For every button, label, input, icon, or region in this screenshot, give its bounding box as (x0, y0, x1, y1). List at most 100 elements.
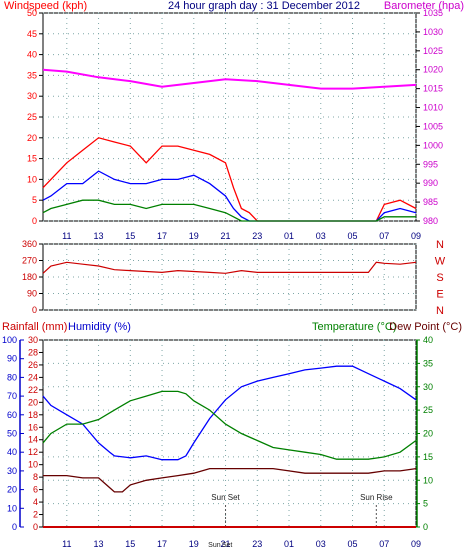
barometer-tick-label: 1000 (423, 140, 443, 150)
humidity-tick-label: 0 (12, 522, 17, 532)
humidity-tick-label: 10 (7, 503, 17, 513)
compass-label: E (436, 289, 443, 301)
windspeed-tick-label: 30 (27, 91, 37, 101)
wind-x-tick-label: 07 (379, 231, 389, 241)
barometer-tick-label: 995 (423, 159, 438, 169)
humidity-tick-label: 40 (7, 447, 17, 457)
direction-tick-label: 0 (32, 305, 37, 315)
barometer-tick-label: 990 (423, 178, 438, 188)
wind-series-average (42, 199, 416, 222)
wind-x-tick-label: 17 (157, 231, 167, 241)
rain-tick-label: 24 (28, 372, 38, 382)
windspeed-tick-label: 40 (27, 50, 37, 60)
humidity-tick-label: 50 (7, 429, 17, 439)
windspeed-axis-label: Windspeed (kph) (4, 0, 87, 12)
sun-label: Sun (208, 542, 221, 549)
humidity-tick-label: 90 (7, 354, 17, 364)
windspeed-tick-label: 15 (27, 154, 37, 164)
wind-x-tick-label: 13 (94, 231, 104, 241)
temp-x-tick-label: 17 (157, 539, 167, 549)
temp-tick-label: 5 (423, 499, 428, 509)
compass-label: N (436, 305, 444, 317)
wind-x-tick-label: 11 (62, 231, 71, 241)
temp-tick-label: 30 (423, 382, 433, 392)
rain-tick-label: 30 (28, 335, 38, 345)
barometer-tick-label: 1035 (423, 8, 443, 18)
rain-tick-label: 10 (28, 460, 38, 470)
temp-tick-label: 20 (423, 429, 433, 439)
windspeed-tick-label: 50 (27, 8, 37, 18)
rain-tick-label: 2 (33, 510, 38, 520)
windspeed-tick-label: 0 (32, 216, 37, 226)
rain-tick-label: 8 (33, 472, 38, 482)
barometer-tick-label: 1030 (423, 27, 443, 37)
wind-x-tick-label: 01 (284, 231, 294, 241)
humidity-tick-label: 30 (7, 466, 17, 476)
barometer-tick-label: 1025 (423, 46, 443, 56)
wind-x-tick-label: 15 (125, 231, 135, 241)
barometer-axis-label: Barometer (hpa) (384, 0, 464, 12)
temperature-axis-label: Temperature (°C) (312, 321, 396, 333)
temp-x-tick-label: 05 (348, 539, 358, 549)
temp-x-tick-label: 23 (252, 539, 262, 549)
direction-tick-label: 270 (22, 256, 37, 266)
sun-event-label: Sun Set (211, 493, 240, 502)
humidity-tick-label: 60 (7, 410, 17, 420)
chart-marks: 11 13 15 17 19 21 23 01 03 05 07 090510152025303540… (2, 8, 446, 549)
rain-tick-label: 4 (33, 497, 38, 507)
direction-tick-label: 180 (22, 272, 37, 282)
rain-tick-label: 0 (33, 522, 38, 532)
wind-direction-line (42, 261, 417, 274)
temp-x-tick-label: 09 (411, 539, 421, 549)
barometer-tick-label: 1020 (423, 65, 443, 75)
humidity-tick-label: 70 (7, 391, 17, 401)
humidity-axis-label: Humidity (%) (68, 321, 131, 333)
windspeed-tick-label: 5 (32, 195, 37, 205)
temp-x-tick-label: 03 (316, 539, 326, 549)
rain-tick-label: 12 (28, 447, 38, 457)
rainfall-axis-label: Rainfall (mm) (2, 321, 67, 333)
chart-title: 24 hour graph day : 31 December 2012 (168, 0, 360, 12)
temp-x-tick-label: 13 (94, 539, 104, 549)
rain-tick-label: 22 (28, 385, 38, 395)
barometer-line (42, 68, 417, 90)
windspeed-tick-label: 10 (27, 174, 37, 184)
windspeed-tick-label: 35 (27, 70, 37, 80)
sun-event-label: Sun Rise (360, 493, 393, 502)
temp-x-tick-label: 01 (284, 539, 294, 549)
wind-x-tick-label: 19 (189, 231, 199, 241)
temp-tick-label: 10 (423, 475, 433, 485)
rain-tick-label: 26 (28, 360, 38, 370)
barometer-tick-label: 1015 (423, 84, 443, 94)
rain-tick-label: 18 (28, 410, 38, 420)
wind-x-tick-label: 09 (411, 231, 421, 241)
humidity-tick-label: 100 (2, 335, 17, 345)
rain-tick-label: 6 (33, 485, 38, 495)
set-label: Set (222, 542, 233, 549)
humidity-tick-label: 20 (7, 485, 17, 495)
wind-x-tick-label: 21 (221, 231, 231, 241)
compass-label: N (436, 239, 444, 251)
temp-tick-label: 35 (423, 358, 433, 368)
barometer-tick-label: 985 (423, 197, 438, 207)
barometer-tick-label: 1005 (423, 121, 443, 131)
wind-x-tick-label: 03 (316, 231, 326, 241)
rain-tick-label: 28 (28, 347, 38, 357)
windspeed-tick-label: 25 (27, 112, 37, 122)
temp-x-tick-label: 11 (62, 539, 71, 549)
barometer-tick-label: 980 (423, 216, 438, 226)
temp-tick-label: 15 (423, 452, 433, 462)
dewpoint-axis-label: Dew Point (°C) (389, 321, 462, 333)
temp-tick-label: 40 (423, 335, 433, 345)
rain-tick-label: 14 (28, 435, 38, 445)
humidity-tick-label: 80 (7, 372, 17, 382)
direction-tick-label: 360 (22, 239, 37, 249)
humidity-line (42, 365, 417, 461)
temp-x-tick-label: 15 (125, 539, 135, 549)
compass-label: S (436, 272, 443, 284)
compass-label: W (435, 256, 446, 268)
temp-tick-label: 25 (423, 405, 433, 415)
temp-tick-label: 0 (423, 522, 428, 532)
barometer-tick-label: 1010 (423, 103, 443, 113)
